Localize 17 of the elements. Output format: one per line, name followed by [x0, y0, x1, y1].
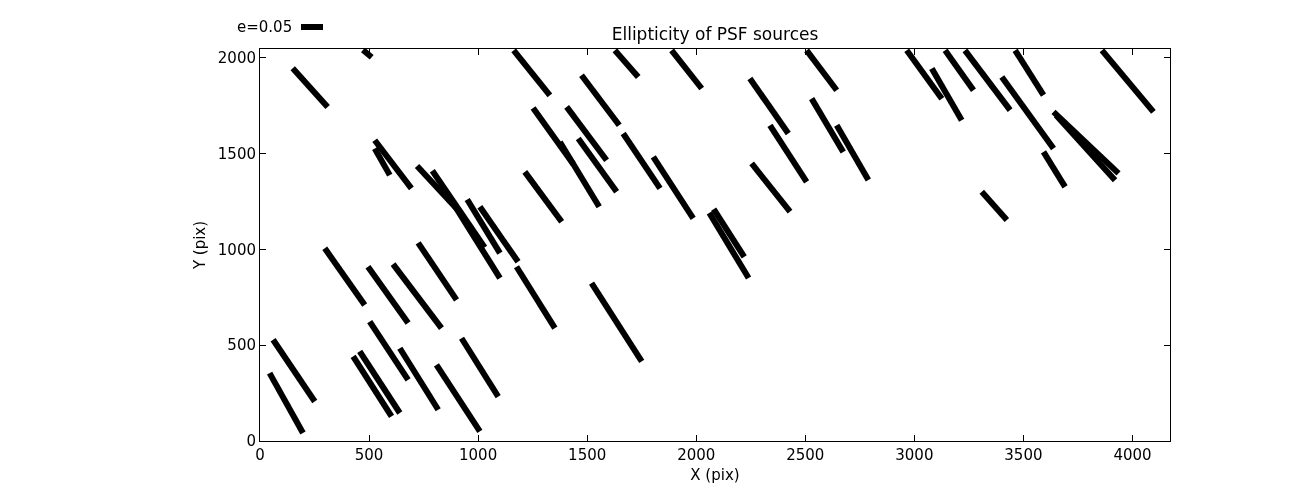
- x-axis-title: X (pix): [690, 466, 740, 484]
- x-tick-label: 2000: [677, 446, 716, 464]
- y-tick-label: 2000: [217, 48, 256, 67]
- y-tick-label: 1500: [217, 144, 256, 163]
- x-tick-label: 3000: [895, 446, 934, 464]
- x-tick-label: 4000: [1113, 446, 1152, 464]
- x-tick-label: 1000: [459, 446, 498, 464]
- y-tick-label: 1000: [217, 240, 256, 259]
- x-tick-label: 500: [354, 446, 384, 464]
- y-axis-title: Y (pix): [191, 220, 210, 271]
- chart-title: Ellipticity of PSF sources: [611, 24, 819, 45]
- x-tick-label: 2500: [786, 446, 825, 464]
- y-tick-label: 0: [246, 432, 256, 451]
- x-tick-label: 1500: [568, 446, 607, 464]
- x-tick-label: 3500: [1004, 446, 1043, 464]
- y-tick-label: 500: [227, 336, 256, 355]
- text: e=0.05: [237, 18, 293, 36]
